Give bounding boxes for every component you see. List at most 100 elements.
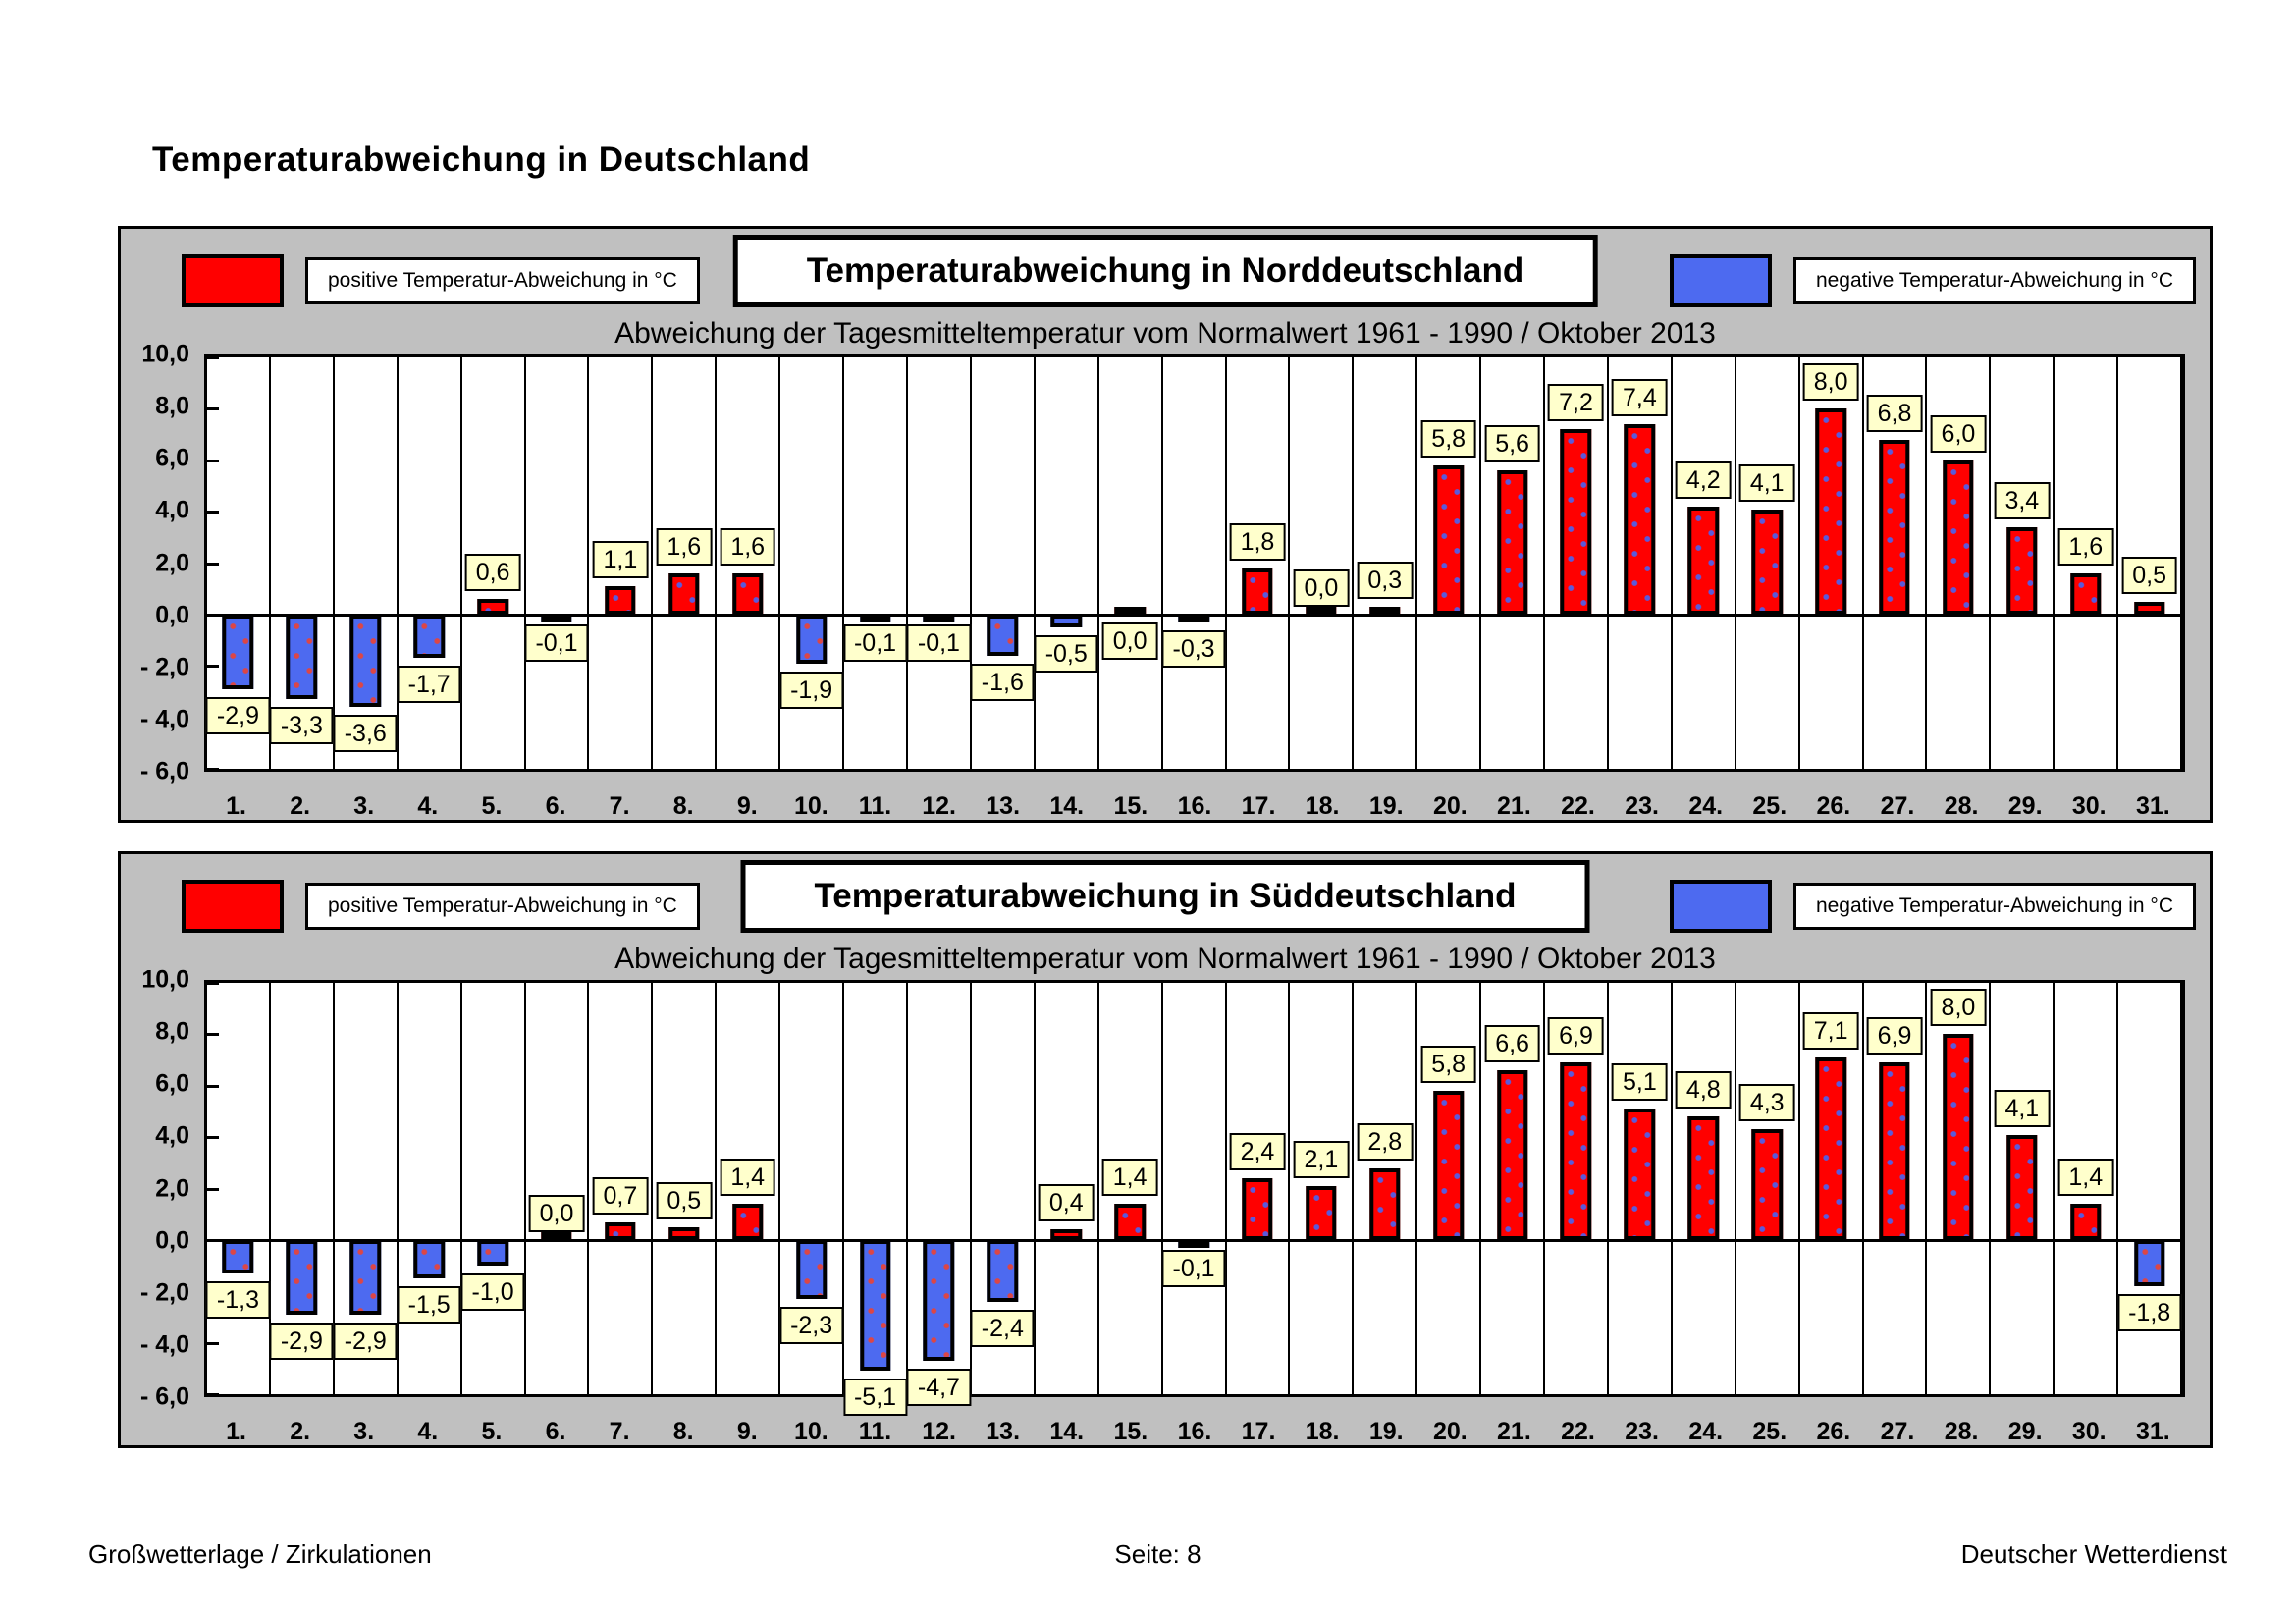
day-column: -1,9	[779, 357, 845, 769]
day-column: -2,9	[269, 983, 335, 1394]
day-label: 18.	[1305, 1418, 1340, 1445]
legend-negative: negative Temperatur-Abweichung in °C	[1669, 254, 2196, 307]
day-column: 4,8	[1673, 983, 1736, 1394]
day-column: 1,4	[2055, 983, 2119, 1394]
positive-deviation-bar	[1050, 1229, 1082, 1240]
positive-deviation-bar	[1751, 1129, 1783, 1240]
day-column: -0,1	[906, 357, 972, 769]
day-column: -3,3	[269, 357, 335, 769]
value-label: 7,2	[1548, 384, 1604, 422]
y-axis-tick-mark	[207, 1084, 219, 1088]
value-label: -1,7	[397, 666, 461, 704]
negative-deviation-bar	[923, 614, 955, 622]
value-label: -0,1	[842, 624, 908, 663]
day-column: -1,6	[970, 357, 1036, 769]
y-axis-tick-label: 8,0	[155, 392, 189, 420]
value-label: -3,6	[333, 715, 398, 753]
y-axis-tick-label: - 2,0	[139, 1278, 189, 1307]
day-label: 11.	[858, 792, 892, 820]
value-label: 0,0	[1293, 568, 1350, 607]
day-label: 6.	[545, 1418, 566, 1445]
day-label: 15.	[1113, 1418, 1148, 1445]
value-label: 6,8	[1866, 394, 1923, 432]
day-label: 17.	[1241, 1418, 1276, 1445]
legend-negative-label: negative Temperatur-Abweichung in °C	[1792, 883, 2196, 930]
positive-deviation-bar	[1432, 465, 1465, 615]
positive-deviation-bar	[477, 599, 508, 615]
day-column: 7,1	[1800, 983, 1864, 1394]
y-axis-tick-label: 10,0	[141, 965, 189, 994]
positive-color-swatch	[182, 254, 284, 307]
day-column: 0,0	[1099, 357, 1163, 769]
day-label: 27.	[1880, 792, 1915, 820]
y-axis-tick-mark	[207, 1393, 219, 1396]
y-axis-tick-mark	[207, 982, 219, 985]
day-column: 8,0	[1800, 357, 1864, 769]
value-label: -0,1	[906, 624, 971, 663]
value-label: -5,1	[842, 1379, 908, 1417]
day-column: 0,7	[589, 983, 654, 1394]
negative-deviation-bar	[413, 614, 445, 659]
positive-deviation-bar	[1369, 1167, 1401, 1240]
day-column: -1,5	[397, 983, 462, 1394]
y-axis-tick-label: - 4,0	[139, 705, 189, 733]
positive-deviation-bar	[1496, 1070, 1528, 1240]
day-label: 4.	[417, 1418, 439, 1445]
value-label: -2,9	[333, 1322, 398, 1360]
chart-panel-norddeutschland: positive Temperatur-Abweichung in °C Tem…	[118, 226, 2213, 823]
day-label: 31.	[2135, 1418, 2170, 1445]
day-label: 25.	[1752, 792, 1788, 820]
value-label: 5,1	[1612, 1063, 1668, 1102]
y-axis-tick-label: 6,0	[155, 444, 189, 472]
zero-axis-line	[207, 1238, 2182, 1242]
y-axis-tick-mark	[207, 1136, 219, 1140]
positive-deviation-bar	[605, 1221, 636, 1240]
day-column: 0,0	[1290, 357, 1355, 769]
day-column: 7,4	[1609, 357, 1673, 769]
day-label: 12.	[922, 792, 956, 820]
value-label: 2,1	[1293, 1140, 1350, 1178]
day-column: -0,3	[1161, 357, 1227, 769]
value-label: 6,9	[1866, 1017, 1923, 1055]
positive-deviation-bar	[1687, 1116, 1720, 1240]
day-column: -2,3	[779, 983, 845, 1394]
value-label: 0,7	[592, 1176, 649, 1215]
value-label: -0,1	[1161, 1250, 1226, 1288]
day-label: 10.	[794, 1418, 828, 1445]
footer-left-text: Großwetterlage / Zirkulationen	[88, 1540, 432, 1569]
day-label: 3.	[353, 1418, 375, 1445]
negative-deviation-bar	[795, 614, 828, 664]
day-column: 4,3	[1736, 983, 1800, 1394]
value-label: -4,7	[906, 1368, 971, 1406]
day-column: 6,6	[1481, 983, 1546, 1394]
positive-deviation-bar	[1242, 1178, 1273, 1240]
day-column: 5,8	[1417, 983, 1482, 1394]
value-label: 7,1	[1802, 1011, 1859, 1050]
value-label: 1,4	[2057, 1159, 2114, 1197]
value-label: 4,8	[1675, 1071, 1732, 1109]
chart-subtitle: Abweichung der Tagesmitteltemperatur vom…	[614, 943, 1716, 975]
day-label: 9.	[736, 1418, 758, 1445]
legend-positive-label: positive Temperatur-Abweichung in °C	[305, 257, 700, 304]
y-axis-tick-label: 2,0	[155, 1174, 189, 1202]
value-label: 0,6	[464, 554, 521, 592]
positive-deviation-bar	[1306, 1185, 1337, 1240]
value-label: 1,1	[592, 541, 649, 579]
positive-deviation-bar	[1624, 1109, 1656, 1240]
value-label: 5,8	[1420, 420, 1477, 458]
day-label: 19.	[1368, 1418, 1404, 1445]
value-label: 1,4	[720, 1159, 776, 1197]
day-label: 7.	[609, 1418, 630, 1445]
positive-deviation-bar	[1114, 1204, 1146, 1240]
positive-deviation-bar	[1242, 568, 1273, 615]
day-column: -3,6	[333, 357, 399, 769]
negative-deviation-bar	[286, 614, 318, 700]
day-column: 4,1	[1991, 983, 2056, 1394]
day-column: 0,5	[2118, 357, 2183, 769]
day-label: 17.	[1241, 792, 1276, 820]
day-label: 31.	[2135, 792, 2170, 820]
day-label: 30.	[2071, 792, 2107, 820]
value-label: 1,6	[720, 527, 776, 566]
day-column: 8,0	[1927, 983, 1992, 1394]
day-column: -1,7	[397, 357, 462, 769]
